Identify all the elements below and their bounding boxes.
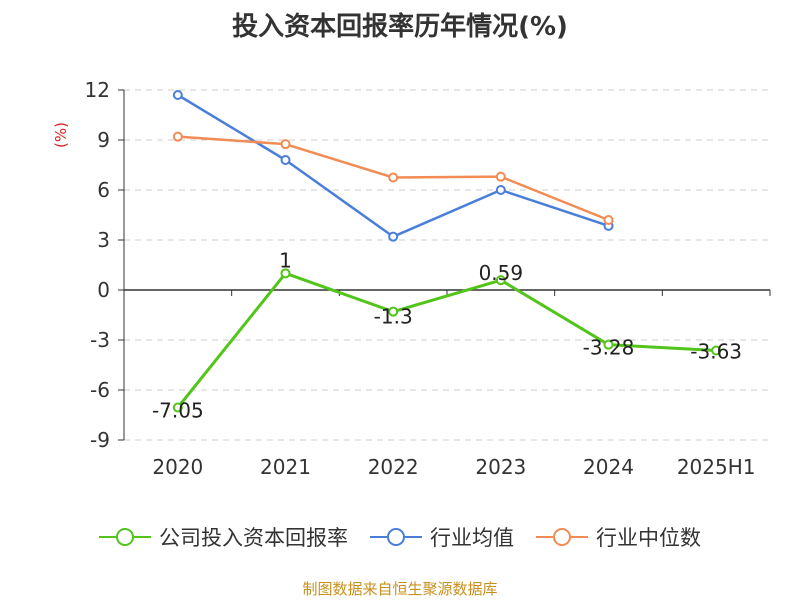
data-labels: -7.05 1 -1.3 0.59 -3.28 -3.63 <box>152 248 742 422</box>
data-point <box>603 215 614 225</box>
series-line-company <box>176 271 717 409</box>
legend-item-industry-mean[interactable]: 行业均值 <box>370 522 514 552</box>
x-tick-label: 2022 <box>368 455 419 479</box>
y-tick-label: -9 <box>90 428 110 452</box>
y-tick-label: -6 <box>90 378 110 402</box>
data-point <box>172 90 183 100</box>
y-tick-label: -3 <box>90 328 110 352</box>
data-label: -3.28 <box>583 336 635 360</box>
series-lines <box>172 90 722 413</box>
data-point <box>280 155 291 165</box>
y-tick-label: 0 <box>97 278 110 302</box>
data-point <box>495 275 506 286</box>
legend-orange-line-icon <box>536 528 588 546</box>
data-source: 制图数据来自恒生聚源数据库 <box>302 580 498 598</box>
x-tick-label: 2025H1 <box>677 455 756 479</box>
y-tick-label: 3 <box>97 228 110 252</box>
legend-label-industry-mean: 行业均值 <box>430 526 514 550</box>
x-tick-label: 2024 <box>583 455 634 479</box>
y-tick-label: 12 <box>85 78 110 102</box>
x-tick-label: 2023 <box>475 455 526 479</box>
y-tick-label: 6 <box>97 178 110 202</box>
axes: 12 9 6 3 0 -3 -6 -9 2020 2021 2022 2023 2024 2025H1 <box>85 78 771 479</box>
data-point <box>280 139 291 150</box>
legend: 公司投入资本回报率 行业均值 行业中位数 <box>0 522 800 552</box>
data-point <box>388 306 399 317</box>
chart-title: 投入资本回报率历年情况(%) <box>232 12 568 42</box>
legend-item-industry-median[interactable]: 行业中位数 <box>536 522 701 552</box>
data-label: -7.05 <box>152 399 204 423</box>
data-point <box>603 339 614 350</box>
legend-label-company: 公司投入资本回报率 <box>159 526 348 550</box>
data-point <box>388 172 399 183</box>
x-tick-label: 2020 <box>152 455 203 479</box>
data-label: 0.59 <box>479 261 524 285</box>
series-line-industry-mean <box>177 93 609 238</box>
grid-lines <box>124 89 770 441</box>
y-tick-label: 9 <box>97 128 110 152</box>
legend-green-line-icon <box>99 528 151 546</box>
data-label: 1 <box>279 248 292 272</box>
data-point <box>388 231 399 242</box>
data-point <box>280 268 291 279</box>
legend-label-industry-median: 行业中位数 <box>596 526 701 550</box>
legend-blue-line-icon <box>370 528 422 546</box>
data-point <box>495 171 506 182</box>
data-label: -3.63 <box>690 340 742 364</box>
data-point <box>172 402 183 413</box>
data-point <box>495 185 506 195</box>
data-point <box>172 131 183 142</box>
data-point <box>711 345 722 356</box>
data-label: -1.3 <box>374 305 413 329</box>
x-tick-label: 2021 <box>260 455 311 479</box>
legend-item-company[interactable]: 公司投入资本回报率 <box>99 522 348 552</box>
